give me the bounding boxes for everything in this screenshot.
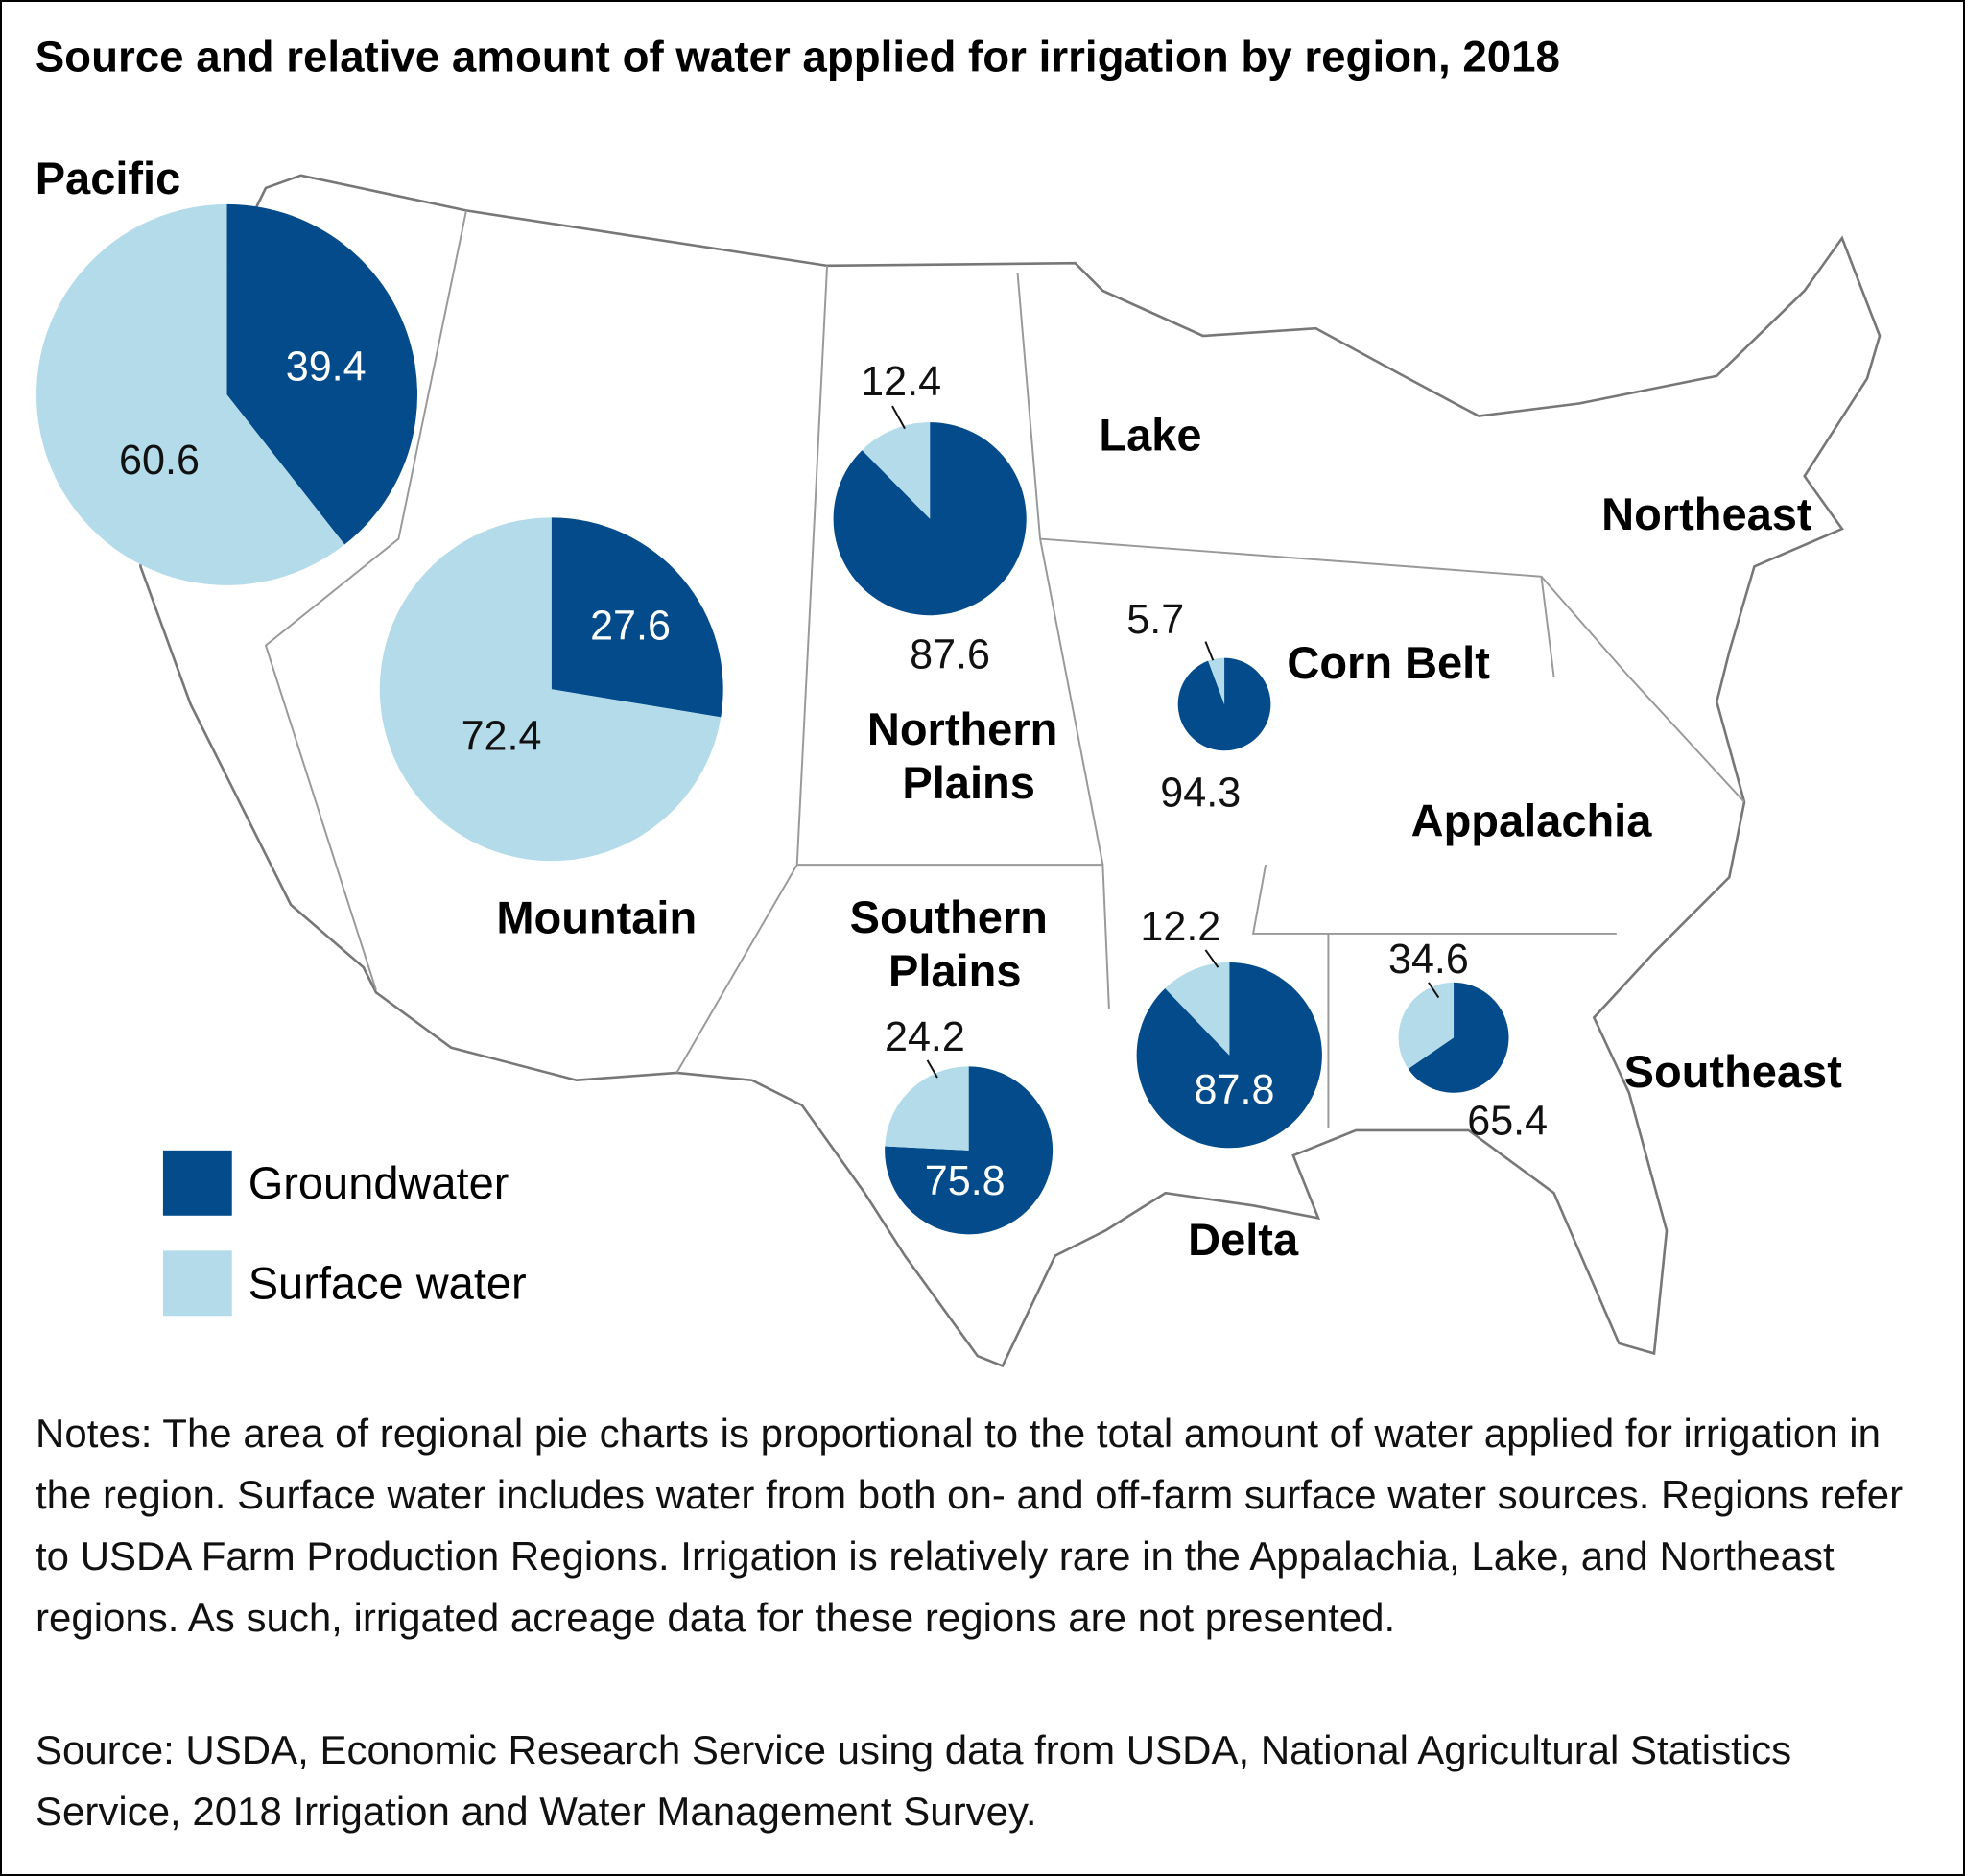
legend-label: Surface water	[249, 1258, 527, 1309]
region-name: Lake	[1099, 410, 1201, 461]
value-label: 34.6	[1388, 937, 1469, 983]
value-label: 12.2	[1140, 904, 1220, 950]
value-label: 75.8	[925, 1158, 1006, 1204]
pie-slice	[551, 517, 723, 718]
pie-slice	[1177, 657, 1271, 751]
pie-slice	[379, 517, 722, 862]
pie-slice	[862, 422, 931, 519]
value-label: 72.4	[462, 714, 542, 760]
value-label: 27.6	[590, 604, 671, 650]
value-label: 94.3	[1160, 771, 1241, 817]
region-name: Mountain	[496, 891, 697, 942]
pie-slice	[226, 203, 418, 545]
region-name: Southern Plains	[850, 891, 1060, 996]
value-label: 5.7	[1126, 597, 1184, 643]
pie-slice	[1208, 657, 1225, 704]
pie-slice	[1136, 962, 1322, 1149]
source: Source: USDA, Economic Research Service …	[36, 1727, 1792, 1834]
pie-slice	[1408, 982, 1509, 1093]
leader-line	[1204, 949, 1219, 968]
value-label: 65.4	[1467, 1099, 1548, 1145]
notes: Notes: The area of regional pie charts i…	[36, 1411, 1904, 1640]
value-label: 24.2	[885, 1014, 965, 1060]
value-label: 87.8	[1195, 1067, 1275, 1113]
chart-title: Source and relative amount of water appl…	[36, 32, 1560, 81]
pie-slice	[885, 1066, 1054, 1235]
leader-line	[1428, 982, 1440, 999]
value-label: 87.6	[910, 632, 990, 678]
pie-slice	[885, 1066, 969, 1151]
leader-line	[1204, 641, 1215, 661]
pie-slice	[36, 203, 345, 585]
value-label: 39.4	[286, 344, 367, 391]
leader-line	[926, 1059, 938, 1079]
region-name: Corn Belt	[1287, 637, 1490, 688]
pie-slice	[1398, 982, 1455, 1069]
region-borders	[264, 210, 1745, 1128]
region-name: Delta	[1188, 1214, 1299, 1265]
region-name: Northern Plains	[867, 703, 1070, 808]
value-label: 60.6	[119, 439, 200, 485]
legend-swatch	[162, 1250, 232, 1317]
pie-slice	[1165, 962, 1230, 1056]
value-label: 12.4	[861, 359, 941, 405]
region-name: Northeast	[1601, 488, 1812, 539]
legend-label: Groundwater	[249, 1157, 509, 1208]
region-name: Pacific	[36, 153, 181, 203]
region-name: Southeast	[1624, 1046, 1843, 1097]
legend-swatch	[162, 1150, 232, 1216]
leader-line	[891, 405, 906, 430]
region-name: Appalachia	[1411, 796, 1653, 846]
